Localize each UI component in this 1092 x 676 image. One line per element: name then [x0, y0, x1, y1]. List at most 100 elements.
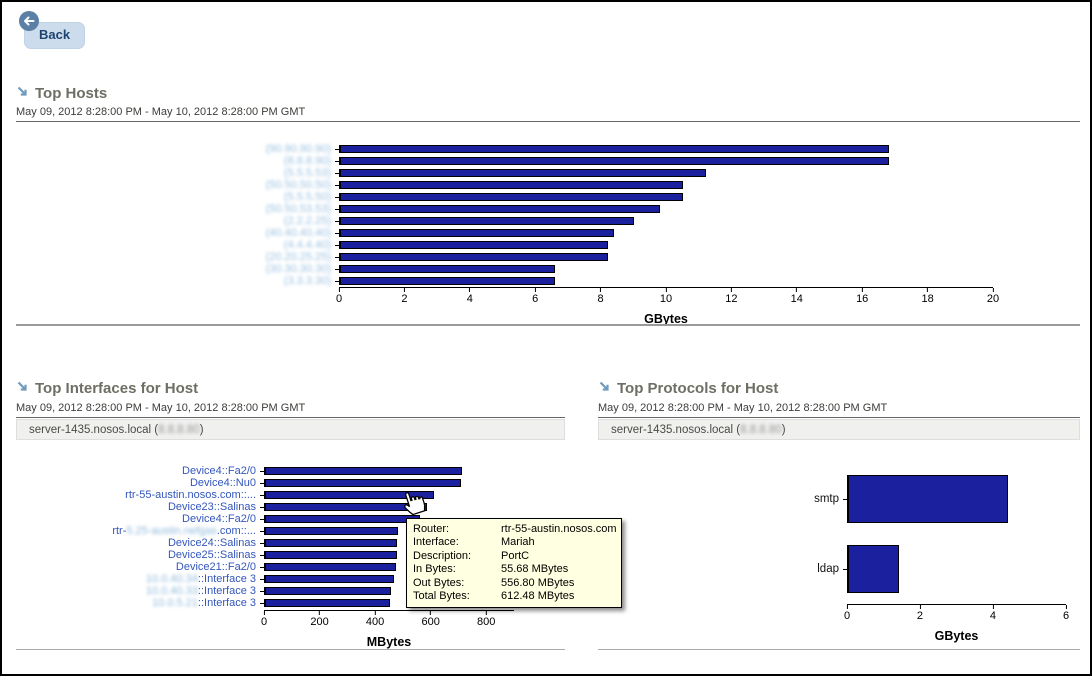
label-text: ::Interface 3: [197, 585, 256, 597]
x-tick: 18: [921, 288, 934, 305]
x-tick: 14: [791, 288, 803, 305]
category-label[interactable]: (30.30.30.30): [16, 263, 339, 275]
category-label[interactable]: (4.4.4.40): [16, 239, 339, 251]
category-label[interactable]: rtr-5.25-austin.nefgas.com::...: [16, 525, 264, 537]
bar-track: [335, 253, 993, 261]
category-label[interactable]: Device23::Salinas: [16, 501, 264, 513]
redacted-text: (8.8.8.90): [283, 155, 331, 167]
redacted-text: (2.2.2.25): [283, 215, 331, 227]
y-tick-mark: [843, 499, 847, 500]
bar[interactable]: [340, 205, 660, 213]
label-text: Device25::Salinas: [167, 549, 256, 561]
bar[interactable]: [340, 265, 556, 273]
bar[interactable]: [265, 575, 394, 583]
category-label[interactable]: rtr-55-austin.nosos.com::...: [16, 489, 264, 501]
x-tick-label: 4: [466, 293, 473, 305]
bar[interactable]: [340, 229, 615, 237]
x-tick-mark: [846, 605, 848, 609]
category-label[interactable]: Device4::Fa2/0: [16, 513, 264, 525]
redacted-text: 10.0.40.33: [145, 585, 198, 597]
tooltip-value: rtr-55-austin.nosos.com: [501, 523, 617, 535]
x-tick: 12: [725, 288, 738, 305]
y-tick-mark: [335, 257, 339, 258]
bar[interactable]: [265, 599, 391, 607]
bar-track: [335, 265, 993, 273]
bar-track: [335, 205, 993, 213]
bar[interactable]: [340, 181, 683, 189]
y-tick-mark: [260, 483, 264, 484]
x-tick: 600: [421, 611, 440, 628]
bar[interactable]: [265, 467, 462, 475]
y-tick-mark: [335, 161, 339, 162]
category-label: ldap: [598, 563, 847, 575]
bar[interactable]: [340, 277, 556, 285]
redacted-text: (30.30.30.30): [265, 263, 331, 275]
x-axis-title: GBytes: [934, 629, 979, 643]
category-label[interactable]: (50.50.53.53): [16, 203, 339, 215]
redacted-ip: 8.8.8.80: [158, 424, 200, 436]
top-interfaces-chart: Device4::Fa2/0 Device4::Nu0 rtr-55-austin.…: [16, 457, 565, 649]
host-selector[interactable]: server-1435.nosos.local (8.8.8.80): [598, 419, 1080, 440]
bar[interactable]: [265, 491, 435, 499]
category-label[interactable]: Device24::Salinas: [16, 537, 264, 549]
bar[interactable]: [848, 475, 1008, 523]
category-label[interactable]: (2.2.2.25): [16, 215, 339, 227]
bar[interactable]: [265, 515, 420, 523]
x-axis: 0 200 400 600 800: [261, 610, 514, 633]
chart-row: Device4::Fa2/0: [16, 465, 565, 477]
hand-cursor-icon: [398, 486, 428, 521]
bar-track: [260, 503, 514, 511]
category-label[interactable]: 10.0.5.21::Interface 3: [16, 597, 264, 609]
bar[interactable]: [265, 527, 398, 535]
category-label[interactable]: Device4::Nu0: [16, 477, 264, 489]
bar[interactable]: [265, 587, 392, 595]
category-label[interactable]: (5.5.5.53): [16, 167, 339, 179]
label-text: ::Interface 3: [197, 597, 256, 609]
bar[interactable]: [340, 253, 608, 261]
bar[interactable]: [265, 563, 396, 571]
category-label[interactable]: Device4::Fa2/0: [16, 465, 264, 477]
bar[interactable]: [340, 217, 634, 225]
x-tick-label: 0: [335, 293, 343, 305]
host-selector[interactable]: server-1435.nosos.local (8.8.8.80): [16, 419, 565, 440]
back-button[interactable]: Back: [18, 10, 86, 49]
bar-track: [843, 475, 1066, 523]
tooltip-row: Description: PortC: [413, 550, 615, 563]
x-tick-mark: [469, 288, 471, 292]
top-interfaces-section-title: Top Interfaces for Host: [16, 380, 198, 397]
section-arrow-icon: [16, 380, 29, 397]
category-label[interactable]: (8.8.8.90): [16, 155, 339, 167]
tooltip-label: Total Bytes:: [413, 590, 470, 603]
bar[interactable]: [340, 145, 889, 153]
chart-row: (4.4.4.40): [16, 239, 1080, 251]
x-tick: 0: [844, 605, 850, 622]
bar-track: [260, 539, 514, 547]
bar[interactable]: [340, 157, 889, 165]
category-label[interactable]: Device25::Salinas: [16, 549, 264, 561]
category-label[interactable]: (50.50.50.50): [16, 179, 339, 191]
category-label[interactable]: (3.3.3.30): [16, 275, 339, 287]
bar[interactable]: [340, 193, 683, 201]
redacted-text: (50.50.50.50): [265, 179, 331, 191]
bar[interactable]: [265, 479, 461, 487]
category-label[interactable]: 10.0.40.33::Interface 3: [16, 585, 264, 597]
bar[interactable]: [848, 545, 899, 593]
category-label[interactable]: (90.90.90.90): [16, 143, 339, 155]
category-label[interactable]: 10.0.40.34::Interface 3: [16, 573, 264, 585]
category-label[interactable]: (20.20.25.25): [16, 251, 339, 263]
x-axis: 0 2 4 6 8 10 12 14 16 18 20: [335, 287, 999, 310]
bar[interactable]: [340, 169, 706, 177]
category-label[interactable]: (5.5.5.50): [16, 191, 339, 203]
category-label[interactable]: (40.40.40.40): [16, 227, 339, 239]
bar[interactable]: [265, 551, 398, 559]
bar-track: [335, 217, 993, 225]
redacted-text: 10.0.5.21: [152, 597, 198, 609]
date-range: May 09, 2012 8:28:00 PM - May 10, 2012 8…: [598, 402, 1080, 418]
x-tick-mark: [992, 288, 994, 292]
bar[interactable]: [340, 241, 608, 249]
redacted-text: (50.50.53.53): [265, 203, 331, 215]
tooltip-row: Total Bytes: 612.48 MBytes: [413, 590, 615, 603]
category-label[interactable]: Device21::Fa2/0: [16, 561, 264, 573]
bar[interactable]: [265, 539, 398, 547]
bar[interactable]: [265, 503, 428, 511]
